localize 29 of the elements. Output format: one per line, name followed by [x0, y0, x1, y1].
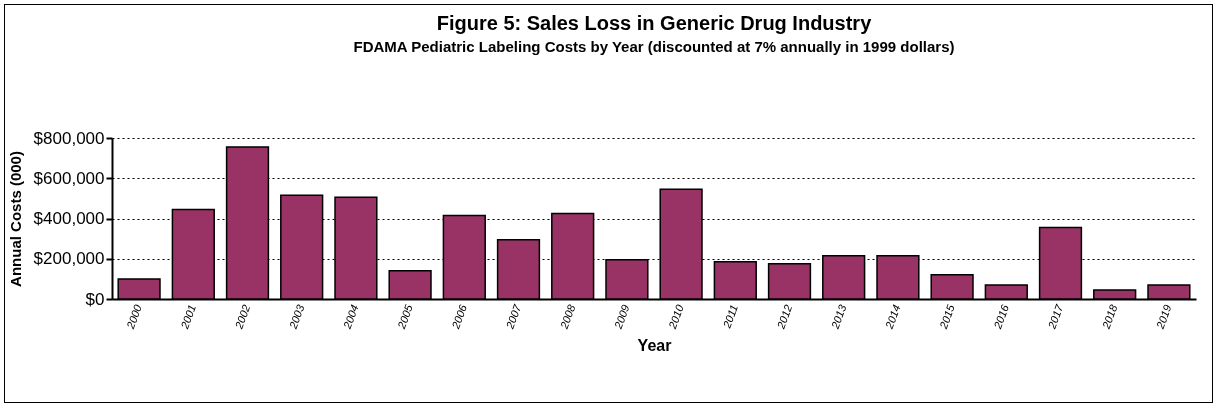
x-tick-label: 2016 — [991, 302, 1012, 332]
x-tick-label: 2015 — [936, 302, 958, 332]
x-tick-label: 2019 — [1153, 303, 1174, 332]
x-tick-label: 2000 — [123, 302, 145, 332]
x-tick-label: 2014 — [882, 303, 903, 332]
x-axis-title: Year — [637, 337, 672, 355]
x-tick-label: 2007 — [503, 302, 524, 332]
x-tick-label: 2012 — [774, 303, 795, 332]
y-tick-label: $0 — [85, 289, 105, 309]
y-tick-label: $200,000 — [33, 249, 105, 269]
y-axis-title: Annual Costs (000) — [6, 151, 24, 287]
x-tick-label: 2017 — [1045, 302, 1066, 332]
y-tick-label: $400,000 — [33, 209, 105, 228]
x-tick-label: 2011 — [720, 303, 740, 331]
x-tick-label: 2010 — [665, 302, 687, 332]
x-tick-label: 2001 — [178, 303, 198, 332]
chart-subtitle: FDAMA Pediatric Labeling Costs by Year (discounted at 7% annually in 1999 dollars) — [353, 38, 955, 55]
chart-title: Figure 5: Sales Loss in Generic Drug Industry — [436, 12, 873, 34]
x-tick-label: 2003 — [286, 302, 307, 332]
y-tick-label: $800,000 — [33, 128, 105, 148]
x-tick-label: 2006 — [449, 302, 470, 332]
x-tick-label: 2013 — [828, 302, 849, 332]
x-tick-label: 2005 — [394, 302, 416, 332]
y-tick-label: $600,000 — [33, 168, 105, 188]
x-tick-label: 2018 — [1099, 302, 1120, 332]
x-tick-label: 2009 — [611, 303, 632, 332]
x-tick-label: 2004 — [340, 303, 361, 332]
x-tick-label: 2008 — [557, 302, 578, 332]
x-tick-label: 2002 — [232, 303, 253, 332]
